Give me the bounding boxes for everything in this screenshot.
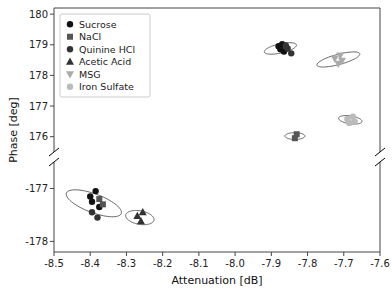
x-tick bbox=[162, 252, 163, 256]
y-tick-label: 179 bbox=[29, 39, 48, 50]
x-tick bbox=[198, 252, 199, 256]
x-tick-label: -8.0 bbox=[225, 258, 245, 269]
y-axis-line bbox=[54, 162, 55, 252]
x-tick-label: -7.6 bbox=[370, 258, 390, 269]
ellipse bbox=[66, 190, 121, 217]
point bbox=[346, 120, 352, 126]
y-tick bbox=[50, 14, 54, 15]
legend-marker bbox=[67, 46, 73, 52]
x-axis-label: Attenuation [dB] bbox=[171, 274, 262, 287]
point bbox=[137, 217, 145, 224]
axis-break bbox=[49, 158, 59, 166]
x-tick-label: -7.8 bbox=[298, 258, 318, 269]
legend-marker bbox=[66, 71, 74, 78]
frame-top bbox=[54, 8, 380, 9]
x-tick-label: -7.9 bbox=[262, 258, 282, 269]
frame-right bbox=[380, 8, 381, 152]
point bbox=[94, 214, 100, 220]
y-tick-label: -178 bbox=[25, 236, 48, 247]
x-tick bbox=[235, 252, 236, 256]
x-tick-label: -8.1 bbox=[189, 258, 209, 269]
legend-label: Sucrose bbox=[79, 19, 117, 30]
x-tick bbox=[380, 252, 381, 256]
point bbox=[92, 188, 98, 194]
y-tick-label: -177 bbox=[25, 183, 48, 194]
y-tick bbox=[50, 136, 54, 137]
series bbox=[292, 131, 300, 141]
axis-break bbox=[375, 148, 385, 156]
x-tick-label: -8.4 bbox=[80, 258, 100, 269]
x-tick bbox=[126, 252, 127, 256]
x-tick bbox=[54, 252, 55, 256]
series bbox=[89, 209, 101, 221]
point bbox=[351, 118, 357, 124]
frame-right bbox=[380, 162, 381, 252]
x-tick bbox=[271, 252, 272, 256]
point bbox=[294, 131, 300, 137]
legend-marker bbox=[66, 58, 74, 65]
series bbox=[344, 114, 358, 127]
y-tick bbox=[50, 188, 54, 189]
point bbox=[139, 208, 147, 215]
y-tick-label: 177 bbox=[29, 101, 48, 112]
point bbox=[96, 196, 102, 202]
point bbox=[338, 58, 346, 65]
legend-label: MSG bbox=[79, 69, 101, 80]
panel: -178 -177 -8.5 -8.4 -8.3 -8.2 -8.1 -8.0 -7.9 -7.8… bbox=[25, 158, 389, 287]
y-axis-label: Phase [deg] bbox=[7, 97, 20, 163]
x-tick bbox=[307, 252, 308, 256]
ellipse bbox=[317, 52, 360, 67]
x-tick bbox=[90, 252, 91, 256]
legend-label: Acetic Acid bbox=[79, 56, 131, 67]
legend-marker bbox=[67, 84, 73, 90]
ellipse bbox=[126, 210, 154, 224]
y-tick-label: 176 bbox=[29, 131, 48, 142]
legend-label: NaCl bbox=[79, 31, 101, 42]
y-tick bbox=[50, 106, 54, 107]
series bbox=[133, 208, 146, 224]
x-tick-label: -8.2 bbox=[153, 258, 173, 269]
legend: SucroseNaCl Quinine HClAcetic Acid MSGIron… bbox=[60, 14, 150, 97]
point bbox=[288, 50, 294, 56]
legend-marker bbox=[67, 34, 73, 40]
y-tick bbox=[50, 241, 54, 242]
x-axis-line bbox=[54, 252, 380, 253]
plot-area bbox=[264, 41, 362, 141]
chart: 176 177 178 179 180 SucroseNaCl Quinine HClAce… bbox=[0, 0, 392, 290]
legend-box bbox=[60, 14, 150, 97]
point bbox=[89, 199, 95, 205]
x-tick-label: -7.7 bbox=[334, 258, 354, 269]
y-tick bbox=[50, 75, 54, 76]
y-tick-label: 180 bbox=[29, 9, 48, 20]
x-tick bbox=[343, 252, 344, 256]
point bbox=[89, 209, 95, 215]
legend-label: Quinine HCl bbox=[79, 44, 135, 55]
legend-marker bbox=[67, 21, 73, 27]
series bbox=[96, 196, 106, 207]
legend-label: Iron Sulfate bbox=[79, 81, 134, 92]
point bbox=[283, 42, 289, 48]
axis-break bbox=[375, 158, 385, 166]
y-tick-label: 178 bbox=[29, 70, 48, 81]
background bbox=[0, 0, 392, 290]
axis-break bbox=[49, 148, 59, 156]
point bbox=[100, 201, 106, 207]
x-tick-label: -8.5 bbox=[44, 258, 64, 269]
plot-area bbox=[66, 188, 154, 225]
series bbox=[331, 52, 346, 67]
panel: 176 177 178 179 180 SucroseNaCl Quinine HClAce… bbox=[29, 8, 385, 156]
x-tick-label: -8.3 bbox=[117, 258, 137, 269]
y-tick bbox=[50, 44, 54, 45]
series bbox=[283, 42, 295, 56]
y-axis-line bbox=[54, 8, 55, 152]
